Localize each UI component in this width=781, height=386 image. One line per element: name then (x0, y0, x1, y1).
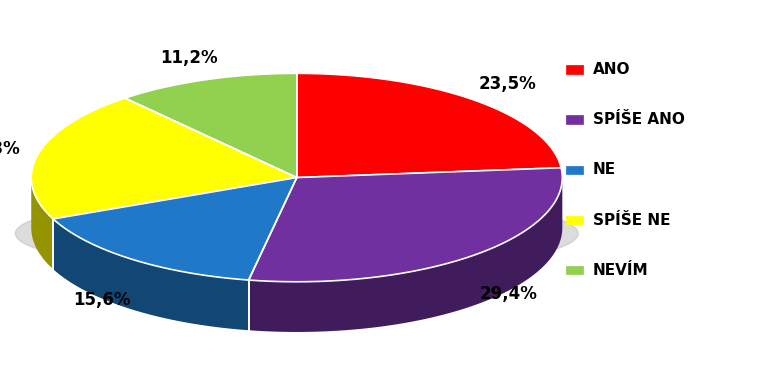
Bar (566, 115, 583, 124)
Text: 29,4%: 29,4% (480, 285, 537, 303)
Text: SPÍŠE NE: SPÍŠE NE (593, 213, 670, 227)
Text: NE: NE (593, 163, 616, 177)
Bar (566, 266, 583, 274)
Polygon shape (16, 194, 578, 273)
Text: 23,5%: 23,5% (479, 74, 537, 93)
Bar (566, 166, 583, 174)
Text: 15,6%: 15,6% (73, 291, 130, 309)
Polygon shape (297, 73, 561, 178)
Polygon shape (125, 73, 297, 178)
Bar (566, 216, 583, 224)
Polygon shape (248, 178, 562, 332)
Bar (566, 65, 583, 74)
Text: 11,2%: 11,2% (160, 49, 218, 67)
Text: 20,3%: 20,3% (0, 140, 20, 157)
Text: NEVÍM: NEVÍM (593, 263, 648, 278)
Text: ANO: ANO (593, 62, 630, 77)
Polygon shape (31, 98, 297, 219)
Polygon shape (31, 178, 53, 269)
Polygon shape (53, 178, 297, 280)
Polygon shape (248, 168, 562, 282)
Polygon shape (53, 219, 248, 330)
Text: SPÍŠE ANO: SPÍŠE ANO (593, 112, 685, 127)
